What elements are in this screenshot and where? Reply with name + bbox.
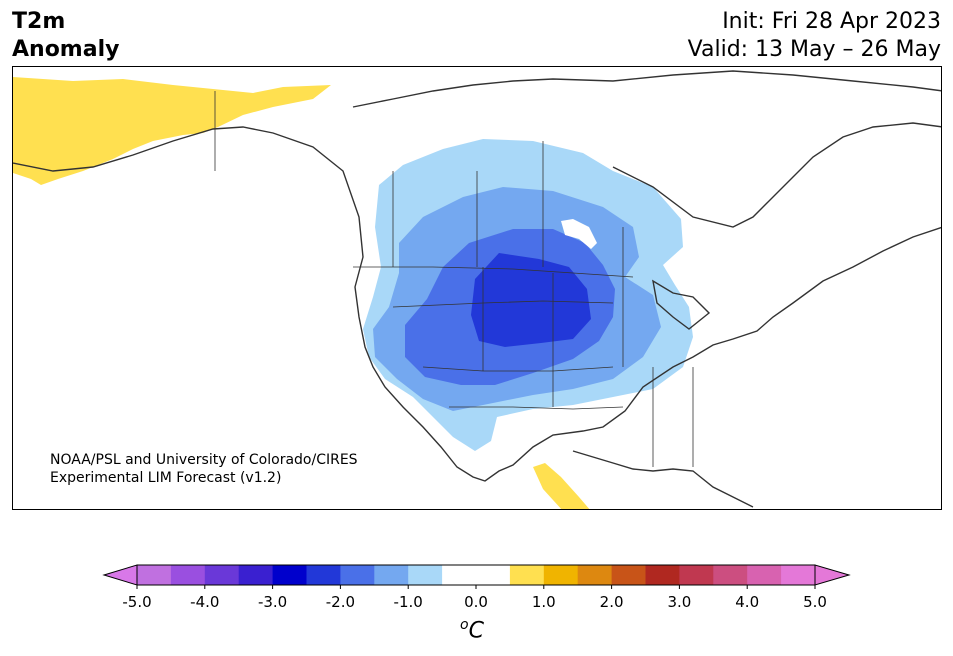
colorbar-cell: [747, 565, 782, 585]
colorbar-tick-label: -2.0: [326, 593, 355, 611]
colorbar-tick-label: 5.0: [803, 593, 827, 611]
colorbar-cell: [781, 565, 816, 585]
colorbar-cell: [611, 565, 646, 585]
colorbar-ticks: -5.0 -4.0 -3.0 -2.0 -1.0 0.0 1.0 2.0 3.0 4.0 5.0: [122, 585, 827, 611]
colorbar-cell: [204, 565, 240, 585]
colorbar-cells: [137, 565, 816, 585]
colorbar-cell: [238, 565, 274, 585]
anomaly-map: [13, 70, 941, 509]
init-date: Init: Fri 28 Apr 2023: [722, 9, 941, 34]
colorbar-cell: [476, 565, 511, 585]
warm-anomaly-alaska: [13, 77, 331, 185]
colorbar-extend-high: [814, 564, 851, 586]
colorbar-tick-label: -4.0: [190, 593, 219, 611]
map-title: T2m Anomaly: [12, 8, 119, 64]
credit-text: NOAA/PSL and University of Colorado/CIRE…: [50, 451, 358, 487]
colorbar-cell: [272, 565, 307, 585]
colorbar-cell: [137, 565, 172, 585]
coastlines: [13, 70, 941, 508]
colorbar: -5.0 -4.0 -3.0 -2.0 -1.0 0.0 1.0 2.0 3.0 4.0 5.0: [102, 564, 851, 611]
colorbar-cell: [645, 565, 680, 585]
colorbar-unit: oC: [460, 617, 484, 643]
colorbar-cell: [713, 565, 748, 585]
colorbar-tick-label: 0.0: [464, 593, 488, 611]
colorbar-cell: [543, 565, 579, 585]
neutral-patch: [561, 219, 597, 249]
title-line-1: T2m: [12, 9, 66, 34]
colorbar-cell: [374, 565, 409, 585]
colorbar-cell: [509, 565, 545, 585]
colorbar-cell: [442, 565, 477, 585]
colorbar-tick-label: 3.0: [667, 593, 691, 611]
map-panel: NOAA/PSL and University of Colorado/CIRE…: [12, 66, 942, 510]
colorbar-cell: [577, 565, 613, 585]
valid-range: Valid: 13 May – 26 May: [687, 37, 941, 62]
colorbar-cell: [340, 565, 375, 585]
colorbar-tick-label: 2.0: [600, 593, 624, 611]
colorbar-cell: [306, 565, 341, 585]
colorbar-tick-label: -3.0: [258, 593, 287, 611]
credit-line-1: NOAA/PSL and University of Colorado/CIRE…: [50, 452, 358, 468]
title-line-2: Anomaly: [12, 37, 120, 62]
cold-anomaly-4: [471, 253, 591, 347]
borders: [214, 91, 694, 467]
warm-anomaly-pacific: [533, 463, 590, 509]
unit-degree: o: [460, 617, 469, 633]
credit-line-2: Experimental LIM Forecast (v1.2): [50, 470, 282, 486]
forecast-dates: Init: Fri 28 Apr 2023 Valid: 13 May – 26…: [688, 8, 941, 64]
unit-letter: C: [468, 618, 484, 644]
colorbar-tick-label: -5.0: [122, 593, 151, 611]
colorbar-cell: [679, 565, 714, 585]
colorbar-tick-label: 1.0: [532, 593, 556, 611]
colorbar-tick-label: 4.0: [735, 593, 759, 611]
colorbar-cell: [170, 565, 206, 585]
colorbar-extend-low: [102, 564, 138, 586]
colorbar-cell: [408, 565, 443, 585]
colorbar-tick-label: -1.0: [394, 593, 423, 611]
